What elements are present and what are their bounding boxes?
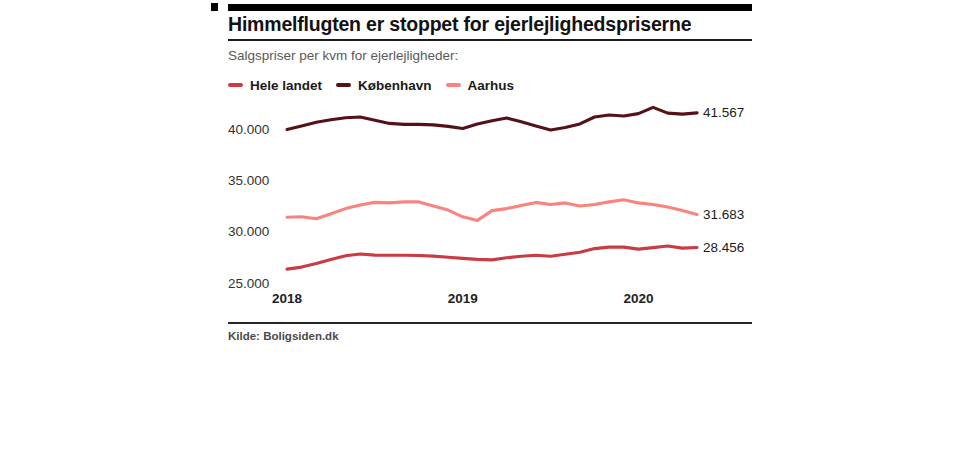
y-tick-label-30000: 30.000 — [228, 223, 269, 240]
x-tick-label-2019: 2019 — [441, 290, 485, 307]
chart-canvas — [0, 0, 960, 464]
x-tick-label-2018: 2018 — [265, 290, 309, 307]
end-value-label-aarhus: 31.683 — [703, 206, 744, 223]
line-aarhus — [287, 200, 697, 221]
news-chart-page: Himmelflugten er stoppet for ejerlejligh… — [0, 0, 960, 464]
x-tick-label-2020: 2020 — [616, 290, 660, 307]
end-value-label-hele-landet: 28.456 — [703, 239, 744, 256]
source-text: Kilde: Boligsiden.dk — [228, 330, 339, 342]
y-tick-label-35000: 35.000 — [228, 172, 269, 189]
y-tick-label-25000: 25.000 — [228, 275, 269, 292]
y-tick-label-40000: 40.000 — [228, 121, 269, 138]
source-rule — [228, 322, 752, 324]
line-k-benhavn — [287, 107, 697, 130]
end-value-label-k-benhavn: 41.567 — [703, 104, 744, 121]
line-hele-landet — [287, 246, 697, 269]
